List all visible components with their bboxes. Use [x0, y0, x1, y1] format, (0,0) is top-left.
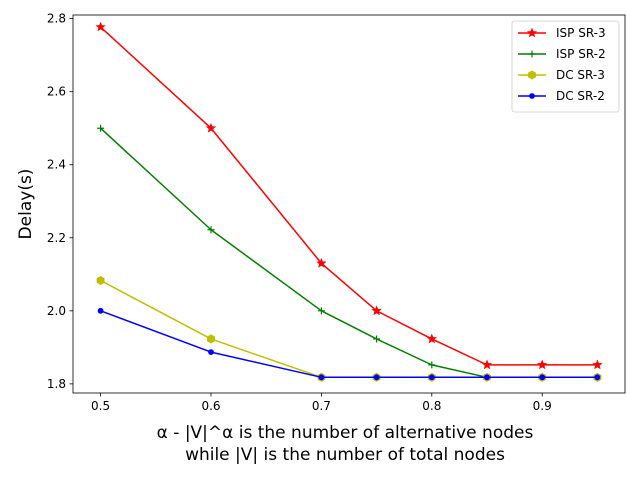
x-tick-label: 0.7 [312, 399, 331, 413]
x-axis-label-line-1: α - |V|^α is the number of alternative n… [157, 423, 534, 443]
legend-entry: ISP SR-2 [556, 47, 606, 61]
x-axis-label-line-2: while |V| is the number of total nodes [185, 445, 505, 465]
data-point [592, 359, 603, 370]
data-point [428, 374, 435, 381]
y-tick-label: 2.4 [47, 158, 66, 172]
x-axis: 0.5 0.6 0.7 0.8 0.9 [91, 393, 552, 413]
x-tick-label: 0.5 [91, 399, 110, 413]
y-tick-label: 2.2 [47, 231, 66, 245]
y-axis: 1.8 2.0 2.2 2.4 2.6 2.8 [47, 12, 73, 391]
data-point [97, 124, 105, 132]
y-tick-label: 2.8 [47, 12, 66, 26]
series-4 [97, 307, 601, 381]
legend-swatch-marker [526, 27, 538, 38]
data-point [208, 349, 214, 355]
series-line [100, 310, 598, 379]
legend-entry: ISP SR-3 [556, 26, 606, 40]
data-point [205, 122, 217, 133]
legend-box [511, 20, 620, 113]
data-point [316, 257, 327, 268]
data-point [428, 361, 436, 369]
legend-swatch-marker [528, 50, 536, 58]
plot-frame [72, 14, 626, 394]
data-point [96, 275, 105, 286]
data-point [539, 374, 546, 381]
data-point [318, 374, 325, 381]
series-layer [95, 21, 603, 382]
data-point [207, 334, 215, 344]
data-point [317, 307, 325, 315]
y-tick-label: 1.8 [47, 377, 66, 391]
data-point [95, 21, 106, 32]
series-1 [95, 21, 603, 370]
x-tick-label: 0.6 [201, 399, 220, 413]
y-tick-label: 2.6 [47, 85, 66, 99]
legend-swatch-marker [528, 70, 536, 80]
data-point [481, 359, 493, 370]
data-point [371, 305, 382, 316]
x-tick-label: 0.8 [422, 399, 441, 413]
series-line [100, 26, 598, 366]
x-tick-label: 0.9 [533, 399, 552, 413]
y-tick-label: 2.0 [47, 304, 66, 318]
data-point [97, 307, 104, 314]
data-point [426, 333, 437, 344]
legend-swatch-marker [529, 93, 535, 99]
data-point [484, 374, 490, 381]
data-point [537, 359, 548, 370]
data-point [373, 374, 380, 381]
legend-entry: DC SR-2 [556, 89, 605, 103]
y-axis-label: Delay(s) [16, 169, 36, 240]
legend: ISP SR-3 ISP SR-2 DC SR-3 DC SR-2 [511, 20, 620, 113]
legend-entry: DC SR-3 [556, 68, 605, 82]
data-point [594, 374, 601, 381]
data-point [207, 226, 215, 234]
data-point [373, 335, 381, 343]
